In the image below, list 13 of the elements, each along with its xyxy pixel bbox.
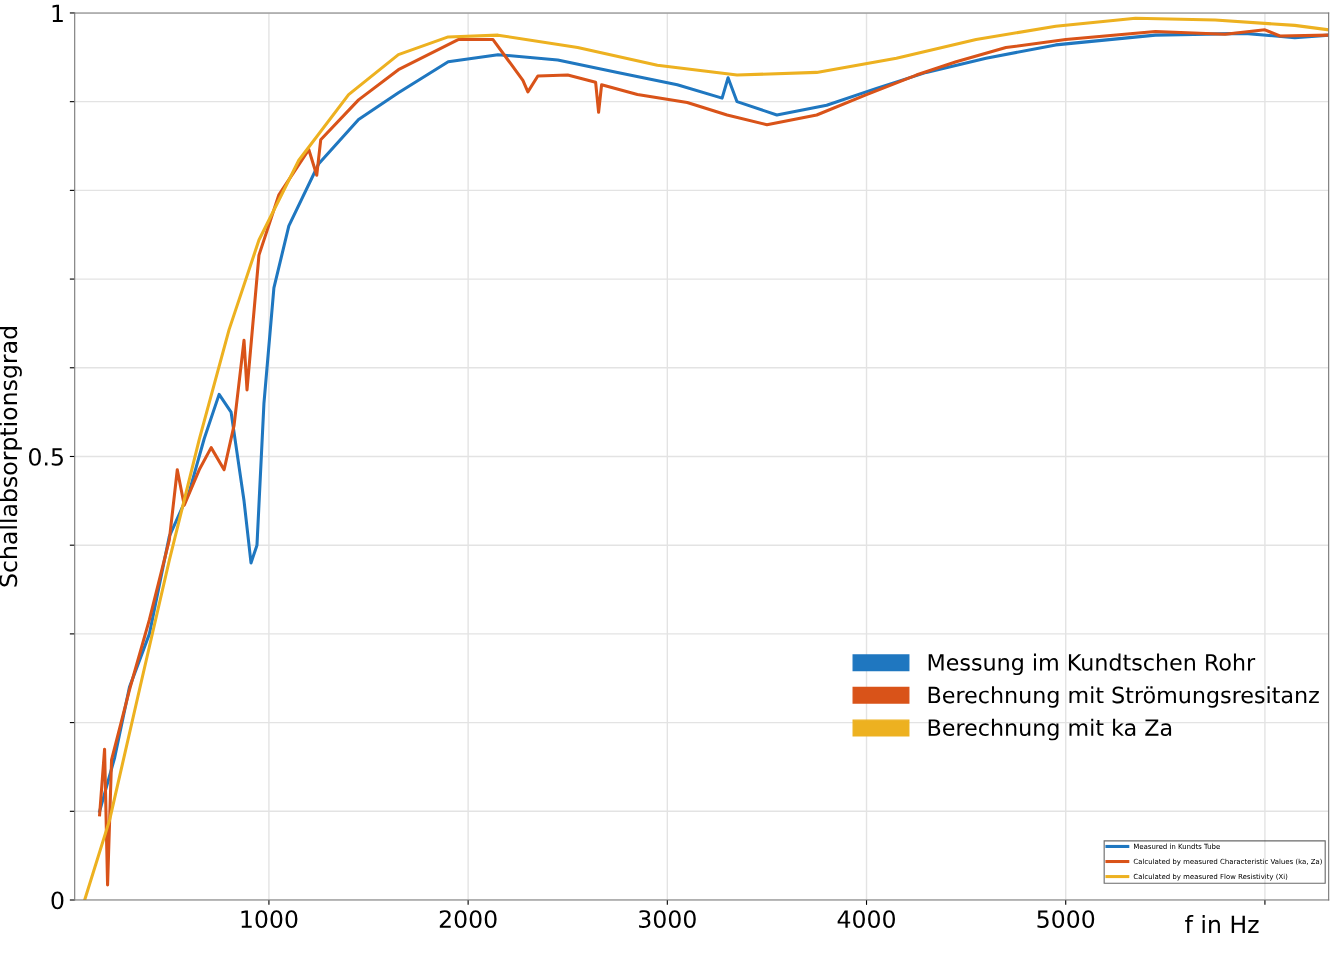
x-tick-label: 5000 [1037, 910, 1095, 928]
legend-label: Berechnung mit Strömungsresitanz [928, 686, 1319, 708]
x-tick-label: 1000 [241, 910, 298, 928]
y-axis-title: Schallabsorptionsgrad [0, 327, 22, 587]
x-tick-label: 3000 [639, 910, 696, 928]
legend-label: Berechnung mit ka Za [928, 718, 1172, 741]
y-tick-label: 0 [51, 891, 64, 910]
y-tick-label: 0.5 [28, 447, 63, 466]
legend-label: Messung im Kundtschen Rohr [928, 653, 1256, 676]
x-tick-label: 4000 [837, 910, 895, 928]
y-tick-label: 1 [52, 4, 63, 22]
x-axis-title: f in Hz [1185, 915, 1259, 934]
x-tick-label: 2000 [439, 910, 497, 928]
